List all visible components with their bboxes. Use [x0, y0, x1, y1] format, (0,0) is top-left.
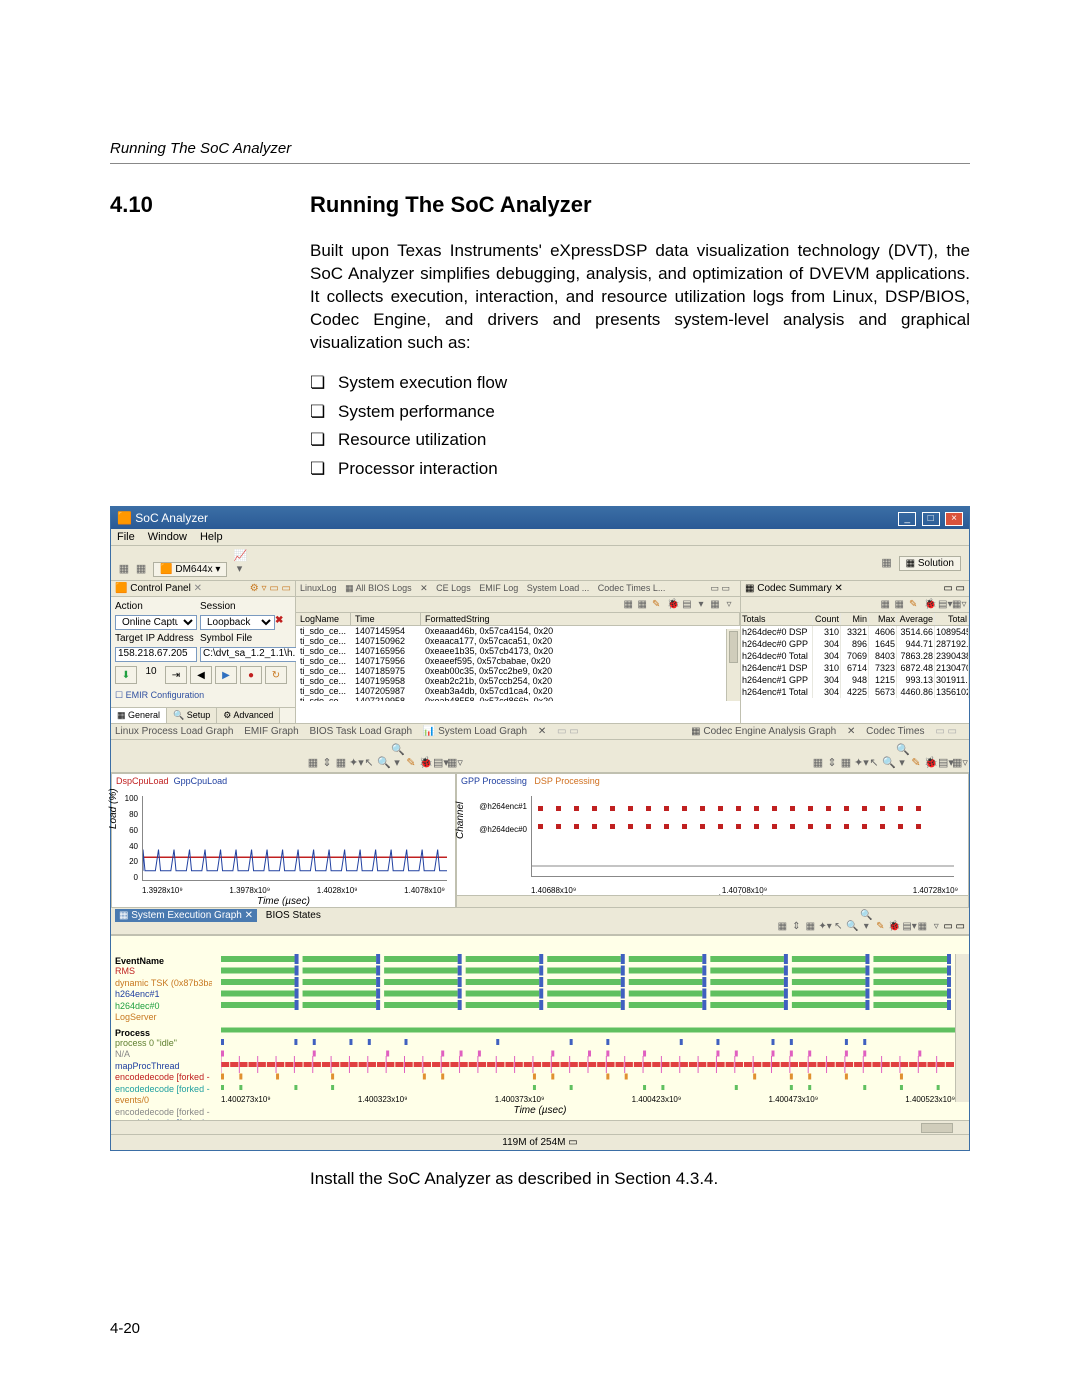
log-toolbar[interactable]: ▦▦✎ 🐞▤▾▦▿: [296, 597, 740, 613]
solution-button[interactable]: ▦ Solution: [899, 556, 961, 571]
action-label: Action: [115, 601, 200, 612]
platform-selector[interactable]: 🟧 DM644x ▾: [153, 562, 227, 577]
control-panel-tab[interactable]: Control Panel: [130, 583, 191, 594]
ip-field[interactable]: 158.218.67.205: [115, 647, 197, 662]
list-item: Processor interaction: [310, 455, 970, 484]
title-bar: 🟧 SoC Analyzer _ □ ×: [111, 507, 969, 529]
tab-setup[interactable]: 🔍 Setup: [167, 708, 217, 723]
record-icon[interactable]: ●: [240, 666, 262, 684]
summary-tab[interactable]: Codec Summary: [757, 583, 831, 594]
summary-table[interactable]: Totals Count Min Max Average Total h264d…: [741, 613, 969, 698]
log-tabs[interactable]: LinuxLog ▦ All BIOS Logs ✕ CE Logs EMIF …: [296, 581, 740, 597]
toolbar-icon[interactable]: ▦: [881, 556, 893, 569]
refresh-icon[interactable]: ↻: [265, 666, 287, 684]
section-number: 4.10: [110, 192, 310, 218]
step-icon[interactable]: ⇥: [165, 666, 187, 684]
toolbar-icon[interactable]: ▦: [118, 562, 130, 575]
chart-icon[interactable]: 📈▾: [233, 549, 245, 575]
vertical-scrollbar[interactable]: [726, 629, 740, 701]
graph-tabs[interactable]: Linux Process Load Graph EMIF Graph BIOS…: [111, 724, 969, 740]
menu-file[interactable]: File: [117, 531, 135, 543]
install-note: Install the SoC Analyzer as described in…: [310, 1169, 970, 1189]
list-item: System performance: [310, 398, 970, 427]
control-subtabs[interactable]: ▦ General 🔍 Setup ⚙ Advanced: [111, 707, 295, 723]
step-field[interactable]: 10: [140, 666, 162, 684]
menu-help[interactable]: Help: [200, 531, 223, 543]
system-execution-graph[interactable]: EventName RMSdynamic TSK (0x87b3bacc)h26…: [111, 935, 969, 1120]
system-load-graph[interactable]: DspCpuLoad GppCpuLoad 100806040200 Load …: [111, 773, 456, 908]
intro-paragraph: Built upon Texas Instruments' eXpressDSP…: [310, 240, 970, 355]
horizontal-scrollbar[interactable]: [111, 1120, 969, 1134]
menu-window[interactable]: Window: [148, 531, 187, 543]
list-item: Resource utilization: [310, 426, 970, 455]
prev-icon[interactable]: ◀: [190, 666, 212, 684]
status-bar: 119M of 254M ▭: [111, 1134, 969, 1150]
window-controls[interactable]: _ □ ×: [896, 510, 963, 526]
soc-analyzer-screenshot: 🟧 SoC Analyzer _ □ × File Window Help ▦ …: [110, 506, 970, 1151]
toolbar-icon[interactable]: ▦: [135, 562, 147, 575]
sys-exec-tabs[interactable]: ▦ System Execution Graph ✕ BIOS States ▦…: [111, 908, 969, 935]
control-panel: 🟧 Control Panel ✕ ⚙ ▿ ▭ ▭ Action Session…: [111, 581, 296, 723]
symbol-field[interactable]: C:\dvt_sa_1.2_1.1\h...: [200, 647, 304, 662]
close-icon[interactable]: ×: [945, 512, 963, 526]
section-title: Running The SoC Analyzer: [310, 192, 592, 218]
tab-general[interactable]: ▦ General: [111, 708, 167, 723]
session-select[interactable]: Loopback: [200, 615, 275, 630]
ip-label: Target IP Address: [115, 633, 200, 644]
play-icon[interactable]: ▶: [215, 666, 237, 684]
log-table[interactable]: LogName Time FormattedString ti_sdo_ce..…: [296, 613, 740, 701]
running-header: Running The SoC Analyzer: [110, 140, 970, 157]
page-number: 4-20: [110, 1320, 140, 1337]
symbol-label: Symbol File: [200, 633, 285, 644]
menu-bar[interactable]: File Window Help: [111, 529, 969, 546]
header-rule: [110, 163, 970, 164]
download-icon[interactable]: ⬇: [115, 666, 137, 684]
main-toolbar: ▦ ▦ 🟧 DM644x ▾ 📈▾ ▦ ▦ Solution: [111, 546, 969, 581]
session-label: Session: [200, 601, 285, 612]
codec-summary-panel: ▦ Codec Summary ✕ ▭ ▭ ▦▦✎ 🐞▤▾▦▿ Totals C…: [741, 581, 969, 723]
window-title: SoC Analyzer: [135, 511, 208, 525]
log-panel: LinuxLog ▦ All BIOS Logs ✕ CE Logs EMIF …: [296, 581, 741, 723]
minimize-icon[interactable]: _: [898, 512, 916, 526]
codec-analysis-graph[interactable]: GPP Processing DSP Processing Channel @h…: [456, 773, 969, 908]
action-select[interactable]: Online Capture: [115, 615, 197, 630]
tab-advanced[interactable]: ⚙ Advanced: [217, 708, 280, 723]
maximize-icon[interactable]: □: [922, 512, 940, 526]
delete-session-icon[interactable]: ✖: [275, 615, 291, 630]
list-item: System execution flow: [310, 369, 970, 398]
vertical-scrollbar[interactable]: [955, 954, 969, 1102]
feature-list: System execution flow System performance…: [310, 369, 970, 485]
